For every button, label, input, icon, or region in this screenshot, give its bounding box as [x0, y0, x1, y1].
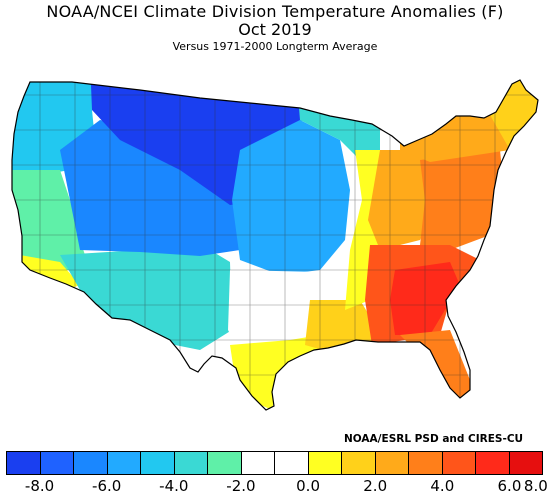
legend-tick-label: -4.0 [159, 477, 189, 495]
legend-bin [409, 452, 443, 474]
legend-bin [308, 452, 342, 474]
legend-bin [107, 452, 141, 474]
legend-bin [40, 452, 74, 474]
legend-bin [442, 452, 476, 474]
legend-tick-label: -2.0 [226, 477, 256, 495]
legend-ticks: -8.0 -6.0 -4.0 -2.0 0.0 2.0 4.0 6.0 8.0 [6, 477, 548, 499]
legend-tick-label: 8.0 [523, 477, 548, 495]
anomaly-regions [12, 80, 538, 410]
legend-bin [7, 452, 41, 474]
source-credit: NOAA/ESRL PSD and CIRES-CU [344, 433, 524, 445]
map-period: Oct 2019 [238, 20, 312, 39]
legend-bin [241, 452, 275, 474]
legend-tick-label: -6.0 [92, 477, 122, 495]
legend-bin [141, 452, 175, 474]
legend-bin [174, 452, 208, 474]
legend-tick-label: 6.0 [497, 477, 522, 495]
us-anomaly-map [11, 79, 539, 411]
region-lower-mississippi [305, 300, 372, 352]
legend-bin [74, 452, 108, 474]
legend-tick-label: 0.0 [296, 477, 320, 495]
legend-bin [342, 452, 376, 474]
legend-tick-label: 2.0 [363, 477, 388, 495]
legend-bin [375, 452, 409, 474]
color-legend [6, 451, 543, 475]
map-title: NOAA/NCEI Climate Division Temperature A… [46, 2, 504, 21]
region-central-great-basin [60, 120, 240, 256]
legend-bin [509, 452, 542, 474]
region-central-plains [232, 120, 350, 275]
region-georgia-carolinas-core [390, 262, 462, 335]
legend-tick-label: -8.0 [24, 477, 55, 495]
legend-bin [275, 452, 309, 474]
region-southwest [60, 250, 232, 350]
legend-tick-label: 4.0 [430, 477, 455, 495]
map-baseline: Versus 1971-2000 Longterm Average [172, 40, 378, 53]
legend-bin [208, 452, 242, 474]
legend-bin [476, 452, 510, 474]
